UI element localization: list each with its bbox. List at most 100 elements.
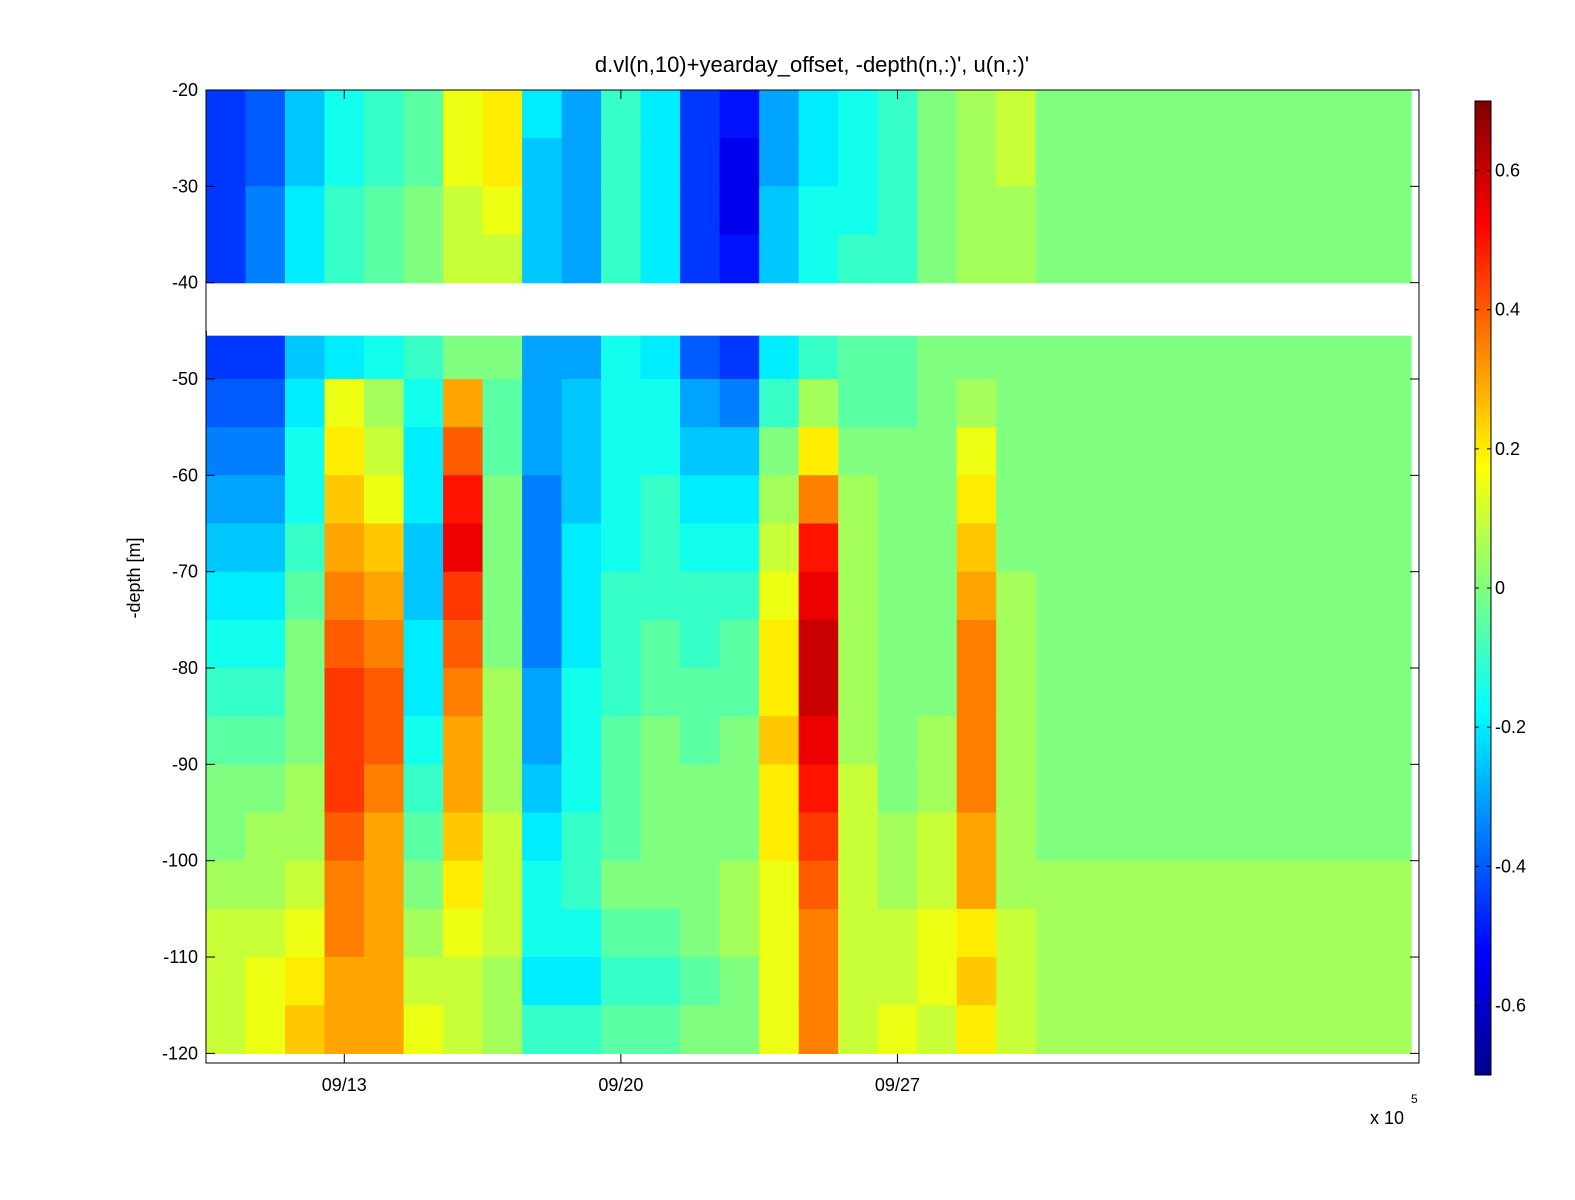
heatmap-cell	[561, 812, 602, 862]
heatmap-cell	[719, 571, 760, 621]
heatmap-cell	[1035, 427, 1412, 476]
heatmap-cell	[719, 908, 760, 958]
heatmap-cell	[561, 764, 602, 814]
heatmap-cell	[719, 330, 760, 380]
heatmap-cell	[759, 1005, 800, 1054]
heatmap-cell	[206, 138, 247, 187]
heatmap-cell	[245, 186, 286, 236]
colorbar-tick-label: 0.6	[1495, 161, 1520, 181]
heatmap-cell	[206, 764, 247, 814]
heatmap-cell	[482, 138, 523, 187]
x-axis-multiplier: x 10	[1370, 1108, 1404, 1128]
heatmap-cell	[522, 716, 563, 765]
heatmap-cell	[680, 186, 721, 236]
heatmap-cell	[917, 571, 958, 621]
heatmap-cell	[917, 427, 958, 476]
heatmap-cell	[1035, 908, 1412, 958]
y-axis-ticks: -20 -30 -40 -50 -60 -70 -80 -90 -100 -110 -120	[162, 80, 1419, 1063]
heatmap-cell	[206, 668, 247, 717]
heatmap-cell	[561, 523, 602, 573]
heatmap-cell	[719, 860, 760, 910]
heatmap-cell	[403, 379, 444, 428]
heatmap-cell	[798, 234, 839, 284]
heatmap-cell	[680, 716, 721, 765]
heatmap-cell	[601, 860, 642, 910]
y-tick-label: -60	[172, 465, 198, 485]
heatmap-cell	[759, 571, 800, 621]
heatmap-cell	[877, 523, 918, 573]
heatmap-cell	[996, 427, 1037, 476]
heatmap-cell	[324, 571, 365, 621]
heatmap-cell	[482, 90, 523, 139]
heatmap-cell	[285, 812, 326, 862]
heatmap-cell	[640, 90, 681, 139]
heatmap-cell	[917, 764, 958, 814]
heatmap-cell	[680, 475, 721, 525]
heatmap-cell	[798, 90, 839, 139]
heatmap-cell	[601, 186, 642, 236]
heatmap-cell	[1035, 957, 1412, 1006]
heatmap-cell	[640, 475, 681, 525]
heatmap-cell	[759, 860, 800, 910]
heatmap-cell	[877, 379, 918, 428]
heatmap-cell	[956, 138, 997, 187]
heatmap-cell	[285, 764, 326, 814]
heatmap-cell	[877, 812, 918, 862]
heatmap-cell	[680, 330, 721, 380]
heatmap-cell	[1035, 716, 1412, 765]
heatmap-cell	[285, 379, 326, 428]
heatmap-cell	[206, 523, 247, 573]
heatmap-cell	[206, 330, 247, 380]
heatmap-cell	[956, 1005, 997, 1054]
heatmap-cell	[719, 812, 760, 862]
heatmap-cell	[245, 908, 286, 958]
heatmap-cell	[759, 379, 800, 428]
heatmap-cell	[719, 427, 760, 476]
heatmap-cell	[640, 716, 681, 765]
heatmap-cell	[443, 523, 484, 573]
heatmap-cell	[522, 234, 563, 284]
heatmap-cell	[285, 138, 326, 187]
y-tick-label: -110	[163, 947, 198, 967]
heatmap-cell	[680, 90, 721, 139]
heatmap-cell	[601, 379, 642, 428]
heatmap-cell	[877, 957, 918, 1006]
heatmap-cell	[798, 1005, 839, 1054]
heatmap-cell	[601, 619, 642, 669]
heatmap-cell	[996, 860, 1037, 910]
heatmap-cell	[324, 475, 365, 525]
heatmap-cell	[1035, 234, 1412, 284]
heatmap-cell	[285, 1005, 326, 1054]
colorbar-tick-label: 0	[1495, 578, 1505, 598]
heatmap-cell	[443, 475, 484, 525]
heatmap-cell	[917, 812, 958, 862]
heatmap-cell	[838, 860, 879, 910]
heatmap-cell	[640, 1005, 681, 1054]
heatmap-cell	[680, 234, 721, 284]
heatmap-cell	[956, 812, 997, 862]
heatmap-cell	[917, 138, 958, 187]
heatmap-cell	[285, 957, 326, 1006]
heatmap-cell	[640, 234, 681, 284]
heatmap-cell	[561, 716, 602, 765]
y-tick-label: -90	[172, 754, 198, 774]
heatmap-cell	[838, 475, 879, 525]
heatmap-cell	[680, 764, 721, 814]
heatmap-cell	[403, 1005, 444, 1054]
heatmap-cell	[798, 764, 839, 814]
heatmap-cell	[877, 764, 918, 814]
heatmap-cell	[838, 716, 879, 765]
heatmap-cell	[601, 138, 642, 187]
heatmap-cell	[719, 716, 760, 765]
heatmap-cell	[640, 619, 681, 669]
heatmap-cell	[798, 668, 839, 717]
heatmap-cell	[285, 186, 326, 236]
heatmap-cell	[206, 860, 247, 910]
heatmap-cell	[403, 957, 444, 1006]
heatmap-cell	[1035, 764, 1412, 814]
heatmap-cell	[482, 1005, 523, 1054]
heatmap-cell	[680, 1005, 721, 1054]
heatmap-cell	[482, 716, 523, 765]
heatmap-cell	[443, 860, 484, 910]
heatmap-cell	[522, 427, 563, 476]
